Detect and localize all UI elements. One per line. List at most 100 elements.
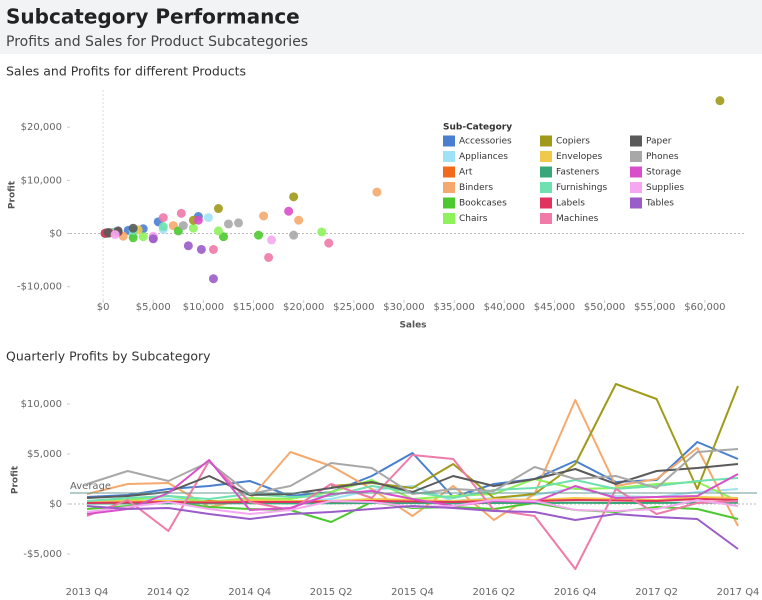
- dashboard-title: Subcategory Performance: [6, 5, 300, 29]
- series-line: [86, 505, 739, 550]
- legend-swatch: [630, 166, 642, 178]
- scatter-point: [188, 223, 198, 233]
- x-tick-label: $5,000: [136, 302, 171, 313]
- series-line: [86, 498, 739, 504]
- legend-label: Bookcases: [459, 199, 507, 209]
- x-tick-label: 2017 Q4: [717, 587, 760, 598]
- y-axis-label: Profit: [8, 180, 18, 209]
- y-tick-label: $0: [49, 499, 62, 510]
- legend-label: Tables: [645, 199, 674, 209]
- scatter-point: [267, 235, 277, 245]
- scatter-point: [289, 230, 299, 240]
- legend-swatch: [540, 182, 552, 193]
- series-line: [86, 459, 739, 515]
- header-band: [0, 0, 762, 54]
- scatter-point: [178, 221, 188, 231]
- scatter-point: [208, 274, 218, 284]
- legend-swatch: [540, 213, 552, 224]
- legend-label: Binders: [459, 183, 493, 193]
- reference-label: Average: [70, 481, 111, 492]
- x-tick-label: 2015 Q4: [391, 587, 434, 598]
- scatter-point: [148, 234, 158, 244]
- scatter-point: [317, 227, 327, 237]
- scatter-point: [233, 218, 243, 228]
- legend-label: Appliances: [459, 152, 508, 162]
- legend-label: Supplies: [646, 183, 684, 193]
- scatter-point: [218, 232, 228, 242]
- scatter-point: [264, 252, 274, 262]
- scatter-point: [372, 187, 382, 197]
- series-line: [86, 454, 739, 570]
- scatter-point: [193, 215, 203, 225]
- scatter-point: [259, 211, 269, 221]
- scatter-point: [213, 204, 223, 214]
- legend-title: Sub-Category: [443, 123, 512, 133]
- legend-swatch: [443, 182, 455, 193]
- legend-label: Fasteners: [556, 168, 600, 178]
- legend-label: Furnishings: [556, 183, 607, 193]
- x-tick-label: $25,000: [333, 302, 374, 313]
- scatter-point: [128, 223, 138, 233]
- scatter-point: [203, 213, 213, 223]
- legend-swatch: [540, 135, 552, 147]
- scatter-point: [158, 213, 168, 223]
- legend-label: Storage: [646, 168, 682, 178]
- scatter-point: [103, 227, 113, 237]
- y-tick-label: $0: [49, 229, 62, 240]
- scatter-point: [208, 244, 218, 254]
- scatter-point: [158, 222, 168, 232]
- scatter-point: [138, 232, 148, 242]
- x-tick-label: $20,000: [283, 302, 324, 313]
- y-tick-label: -$5,000: [23, 549, 62, 560]
- legend-swatch: [443, 151, 455, 162]
- legend-label: Art: [459, 168, 473, 178]
- legend-swatch: [443, 166, 455, 178]
- legend-swatch: [630, 182, 642, 193]
- scatter-point: [324, 238, 334, 248]
- y-tick-label: $10,000: [21, 399, 62, 410]
- scatter-point: [176, 208, 186, 218]
- scatter-point: [284, 206, 294, 216]
- scatter-point: [110, 230, 120, 240]
- y-tick-label: $20,000: [21, 122, 62, 133]
- x-tick-label: 2015 Q2: [310, 587, 353, 598]
- legend-label: Paper: [646, 137, 672, 147]
- scatter-point: [213, 226, 223, 236]
- legend-swatch: [630, 197, 642, 209]
- legend-label: Labels: [556, 199, 585, 209]
- x-tick-label: 2017 Q2: [635, 587, 678, 598]
- y-axis-label: Profit: [11, 465, 21, 494]
- y-tick-label: $10,000: [21, 175, 62, 186]
- scatter-point: [294, 215, 304, 225]
- legend-swatch: [443, 135, 455, 147]
- x-tick-label: 2013 Q4: [66, 587, 109, 598]
- legend-swatch: [540, 197, 552, 209]
- legend-label: Chairs: [459, 214, 488, 224]
- x-tick-label: 2016 Q4: [554, 587, 597, 598]
- x-tick-label: $55,000: [634, 302, 675, 313]
- legend-label: Copiers: [556, 137, 590, 147]
- x-tick-label: $50,000: [584, 302, 625, 313]
- y-tick-label: -$10,000: [17, 282, 62, 293]
- x-tick-label: $10,000: [183, 302, 224, 313]
- x-tick-label: $40,000: [484, 302, 525, 313]
- x-tick-label: 2014 Q2: [147, 587, 190, 598]
- scatter-point: [289, 192, 299, 202]
- legend-swatch: [540, 166, 552, 178]
- scatter-point: [183, 241, 193, 251]
- x-tick-label: $30,000: [383, 302, 424, 313]
- chart-title: Sales and Profits for different Products: [6, 64, 246, 79]
- scatter-point: [715, 96, 725, 106]
- scatter-point: [196, 244, 206, 254]
- series-line: [86, 448, 739, 495]
- scatter-point: [128, 233, 138, 243]
- x-tick-label: $15,000: [233, 302, 274, 313]
- x-tick-label: $45,000: [534, 302, 575, 313]
- scatter-point: [223, 219, 233, 229]
- dashboard-subtitle: Profits and Sales for Product Subcategor…: [6, 34, 308, 50]
- scatter-point: [254, 230, 264, 240]
- legend-swatch: [443, 197, 455, 209]
- legend-label: Accessories: [459, 137, 512, 147]
- series-line: [86, 441, 739, 498]
